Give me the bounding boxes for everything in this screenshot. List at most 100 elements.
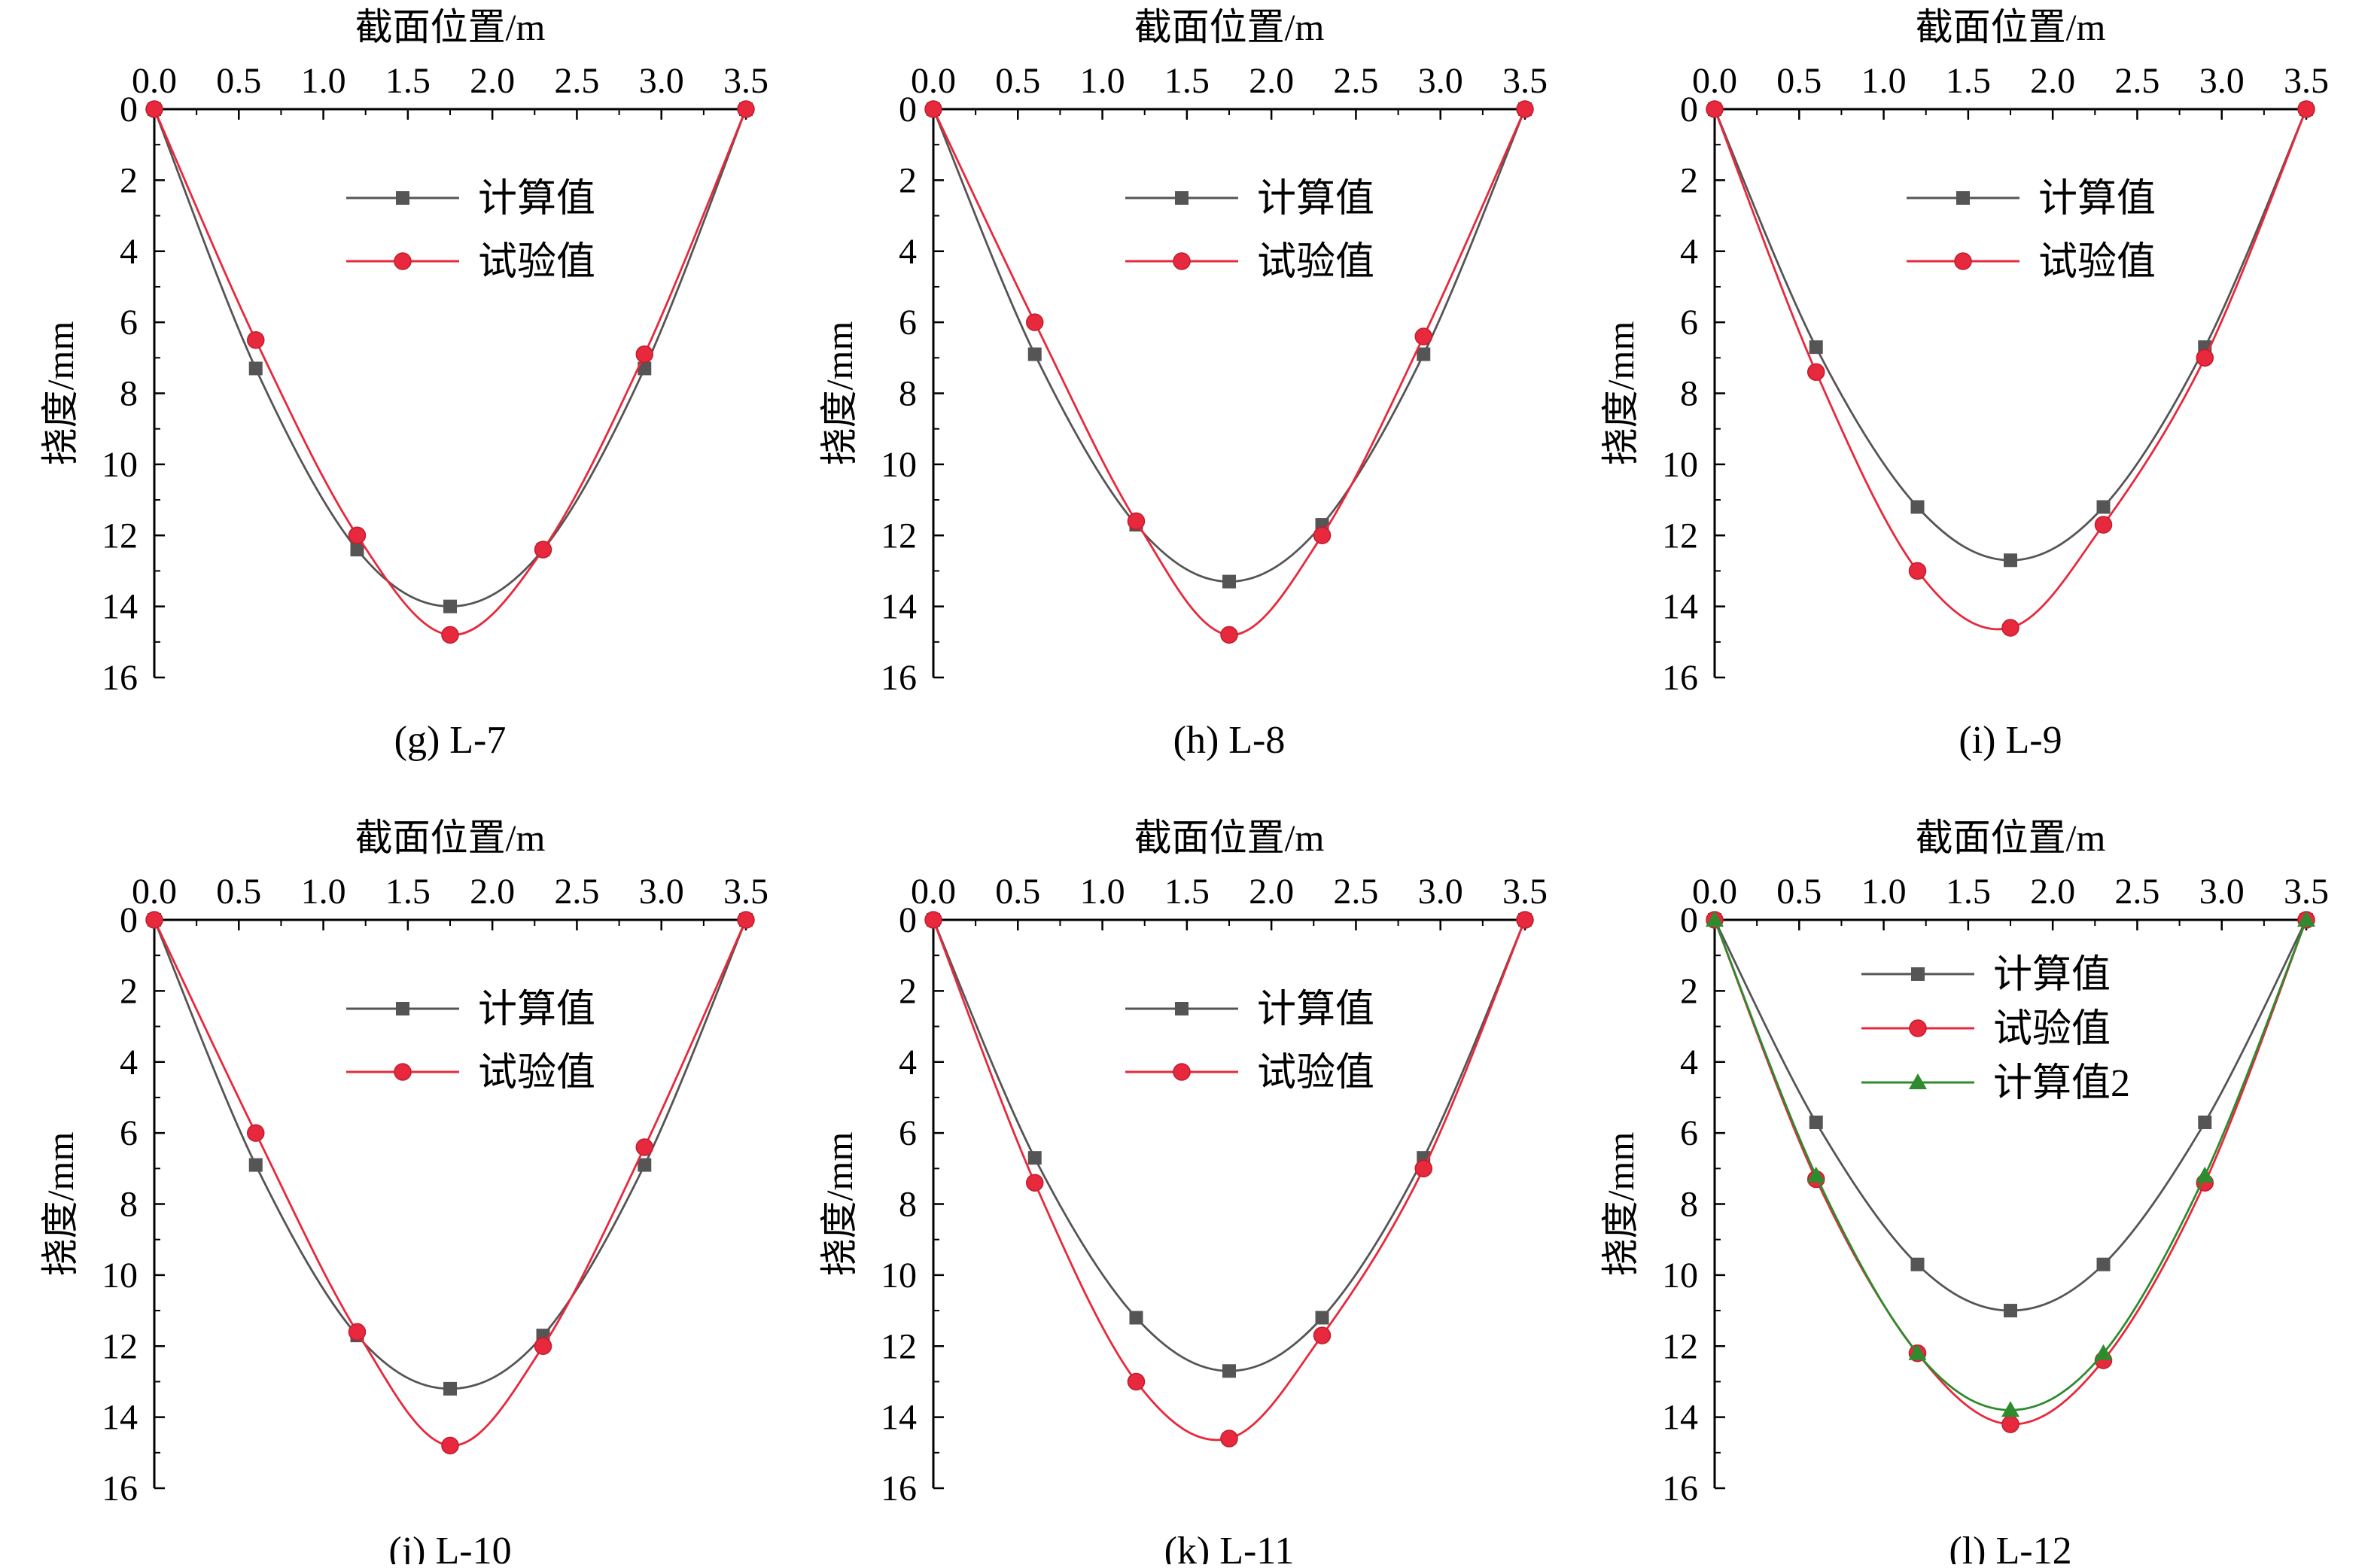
x-tick-label: 3.5 xyxy=(723,872,769,912)
legend-marker-test xyxy=(1173,252,1191,270)
data-point-calc xyxy=(1417,347,1431,361)
x-tick-label: 0.0 xyxy=(132,872,177,912)
y-tick-label: 2 xyxy=(899,971,917,1011)
x-tick-label: 3.0 xyxy=(2199,872,2245,912)
y-tick-label: 12 xyxy=(881,516,917,556)
x-axis-title: 截面位置/m xyxy=(355,6,546,48)
y-tick-label: 8 xyxy=(899,374,917,414)
legend-marker-calc xyxy=(396,191,409,205)
series-calc xyxy=(148,913,753,1396)
y-tick-label: 12 xyxy=(881,1326,917,1366)
series-line-test xyxy=(932,108,1526,636)
x-axis-title: 截面位置/m xyxy=(1134,817,1325,859)
series-calc xyxy=(927,913,1532,1378)
y-tick-label: 2 xyxy=(120,971,138,1011)
data-point-calc xyxy=(1910,1257,1925,1271)
x-tick-label: 0.0 xyxy=(132,61,177,101)
x-tick-label: 1.0 xyxy=(1861,872,1907,912)
y-axis-title: 挠度/mm xyxy=(39,1132,81,1277)
panel-caption: (k) L-11 xyxy=(1164,1530,1295,1564)
y-tick-label: 6 xyxy=(120,303,138,343)
y-tick-label: 0 xyxy=(899,90,917,129)
legend-label-calc: 计算值 xyxy=(478,178,595,221)
data-point-test xyxy=(2297,100,2315,118)
y-tick-label: 8 xyxy=(1680,374,1698,414)
data-point-test xyxy=(2001,1415,2019,1433)
y-tick-label: 12 xyxy=(102,1326,138,1366)
data-point-test xyxy=(1220,1429,1238,1448)
x-tick-label: 3.0 xyxy=(2199,61,2245,101)
legend-marker-test xyxy=(1173,1063,1191,1081)
x-tick-label: 2.0 xyxy=(2030,872,2075,912)
x-tick-label: 0.0 xyxy=(1692,61,1737,101)
x-tick-label: 1.5 xyxy=(1164,61,1210,101)
series-line-test xyxy=(153,108,747,636)
series-line-test xyxy=(932,919,1526,1442)
data-point-test xyxy=(1220,626,1238,644)
x-tick-label: 1.0 xyxy=(301,872,346,912)
legend-marker-calc2 xyxy=(1909,1073,1927,1089)
data-point-test xyxy=(348,526,367,544)
legend-marker-calc xyxy=(1175,1002,1189,1015)
y-axis-title: 挠度/mm xyxy=(1599,1132,1642,1277)
legend-marker-calc xyxy=(396,1002,409,1015)
y-axis-title: 挠度/mm xyxy=(818,321,860,466)
y-tick-label: 6 xyxy=(899,1113,917,1153)
y-tick-label: 14 xyxy=(881,1398,917,1438)
y-tick-label: 14 xyxy=(881,587,917,627)
y-axis-title: 挠度/mm xyxy=(1599,321,1642,466)
legend-label-test: 试验值 xyxy=(1993,1008,2111,1051)
x-tick-label: 3.5 xyxy=(2284,872,2329,912)
y-tick-label: 0 xyxy=(120,900,138,940)
y-tick-label: 10 xyxy=(102,1256,138,1296)
y-tick-label: 2 xyxy=(120,160,138,200)
y-tick-label: 6 xyxy=(1680,1113,1698,1153)
x-tick-label: 3.0 xyxy=(1418,872,1463,912)
panel-caption: (j) L-10 xyxy=(388,1530,511,1564)
data-point-calc xyxy=(1027,347,1042,361)
data-point-calc xyxy=(1809,340,1823,355)
x-tick-label: 1.0 xyxy=(1080,61,1125,101)
legend-label-test: 试验值 xyxy=(1257,1052,1374,1095)
data-point-test xyxy=(924,100,942,118)
data-point-calc xyxy=(1222,574,1236,589)
data-point-calc xyxy=(1027,1151,1042,1165)
data-point-calc xyxy=(1315,1311,1329,1325)
data-point-test xyxy=(1414,1159,1433,1178)
data-point-test xyxy=(1025,1174,1044,1192)
series-line-calc xyxy=(153,919,747,1390)
data-point-test xyxy=(737,911,755,929)
x-tick-label: 2.5 xyxy=(2114,61,2159,101)
data-point-test xyxy=(1908,562,1927,580)
y-tick-label: 4 xyxy=(120,1043,138,1082)
data-point-test xyxy=(1806,363,1825,381)
series-test xyxy=(924,911,1534,1448)
x-tick-label: 0.5 xyxy=(216,872,261,912)
x-tick-label: 2.0 xyxy=(2030,61,2075,101)
legend-marker-test xyxy=(1909,1019,1927,1037)
series-test xyxy=(1706,100,2315,637)
data-point-calc xyxy=(1222,1364,1236,1378)
y-tick-label: 8 xyxy=(120,374,138,414)
data-point-calc2 xyxy=(1706,911,1724,927)
x-tick-label: 1.5 xyxy=(385,61,431,101)
legend-label-calc: 计算值 xyxy=(2038,178,2156,221)
series-line-calc xyxy=(153,108,747,608)
data-point-test xyxy=(1516,100,1534,118)
series-line-calc xyxy=(932,919,1526,1372)
legend-label-test: 试验值 xyxy=(478,1052,595,1095)
x-tick-label: 0.5 xyxy=(995,872,1040,912)
x-tick-label: 0.5 xyxy=(1776,872,1822,912)
data-point-test xyxy=(1313,526,1332,544)
y-tick-label: 0 xyxy=(120,90,138,129)
series-test xyxy=(924,100,1534,644)
data-point-test xyxy=(737,100,755,118)
x-tick-label: 2.5 xyxy=(1333,872,1378,912)
data-point-test xyxy=(1025,313,1044,331)
y-tick-label: 12 xyxy=(102,516,138,556)
y-tick-label: 2 xyxy=(899,160,917,200)
data-point-test xyxy=(246,330,265,349)
legend-marker-test xyxy=(394,252,412,270)
